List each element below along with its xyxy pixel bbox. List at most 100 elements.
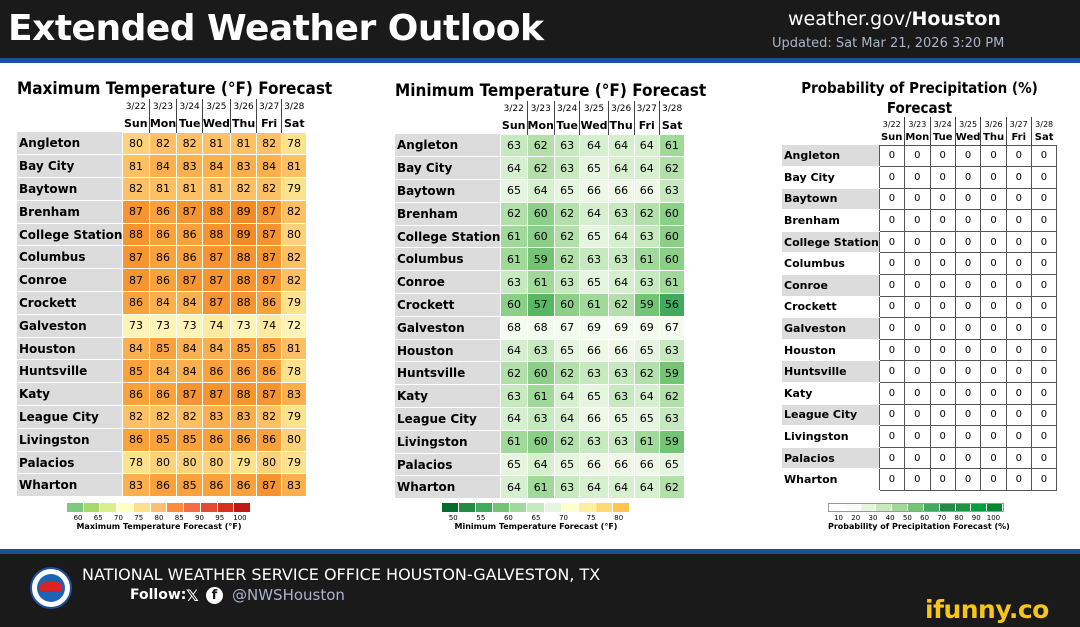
max-temp-table: 3/22 3/23 3/24 3/25 3/26 3/27 3/28 Sun Mon Tue Wed… <box>17 99 307 498</box>
table-row: Crockett 0 0 0 0 0 0 0 <box>782 295 1058 319</box>
value-cell: 0 <box>904 274 931 297</box>
city-name: Galveston <box>782 317 880 340</box>
colorbar-tick-label: 90 <box>195 514 204 522</box>
city-name: Wharton <box>782 468 880 491</box>
table-row: Galveston 68 68 67 69 69 69 67 <box>395 315 686 340</box>
date-header: 3/23 <box>526 101 555 117</box>
table-row: Wharton 64 61 63 64 64 64 62 <box>395 475 686 500</box>
colorbar-swatch <box>955 504 972 511</box>
colorbar-swatch <box>117 503 134 512</box>
value-cell: 86 <box>256 427 283 452</box>
value-cell: 0 <box>904 468 931 491</box>
value-cell: 0 <box>1030 230 1058 254</box>
value-cell: 0 <box>1005 230 1032 254</box>
value-cell: 62 <box>500 201 528 226</box>
city-name: Bay City <box>17 154 123 179</box>
value-cell: 0 <box>1005 360 1032 384</box>
value-cell: 85 <box>148 427 178 452</box>
table-row: Livingston 86 85 85 86 86 86 80 <box>17 427 307 452</box>
value-cell: 0 <box>1005 187 1032 211</box>
value-cell: 0 <box>904 144 931 168</box>
value-cell: 0 <box>954 360 982 384</box>
value-cell: 0 <box>954 274 982 297</box>
value-cell: 0 <box>980 360 1007 384</box>
value-cell: 0 <box>878 468 906 491</box>
value-cell: 82 <box>122 177 150 201</box>
value-cell: 62 <box>633 361 660 386</box>
value-cell: 0 <box>980 144 1007 168</box>
value-cell: 0 <box>1005 252 1032 276</box>
day-header: Fri <box>1005 131 1032 145</box>
precip-title-line1: Probability of Precipitation (%) <box>801 79 1038 97</box>
value-cell: 0 <box>878 144 906 168</box>
value-cell: 63 <box>553 270 581 295</box>
value-cell: 80 <box>256 450 283 475</box>
social-handle[interactable]: @NWSHouston <box>232 586 345 604</box>
table-row: Huntsville 85 84 84 86 86 86 78 <box>17 359 307 384</box>
city-name: Angleton <box>17 132 123 156</box>
colorbar-swatch <box>561 503 579 512</box>
follow-label: Follow: <box>130 587 187 603</box>
colorbar-swatch <box>860 504 877 511</box>
value-cell: 66 <box>607 338 635 363</box>
city-name: League City <box>782 404 880 427</box>
nws-logo-icon <box>30 567 72 609</box>
value-cell: 64 <box>553 384 581 409</box>
date-header: 3/22 <box>882 119 901 129</box>
value-cell: 65 <box>579 156 609 181</box>
value-cell: 87 <box>201 382 231 407</box>
value-cell: 83 <box>281 382 307 407</box>
site-link[interactable]: weather.gov/Houston <box>788 8 1001 30</box>
facebook-icon[interactable]: f <box>206 587 223 604</box>
value-cell: 80 <box>281 222 307 247</box>
value-cell: 0 <box>1005 295 1032 319</box>
value-cell: 62 <box>526 133 555 158</box>
colorbar-tick-label: 60 <box>920 514 930 522</box>
value-cell: 0 <box>980 468 1007 491</box>
value-cell: 62 <box>553 247 581 272</box>
value-cell: 64 <box>553 407 581 431</box>
colorbar-swatch <box>939 504 956 511</box>
max-temp-colorbar-label: Maximum Temperature Forecast (°F) <box>76 522 242 531</box>
colorbar-swatch <box>876 504 893 511</box>
value-cell: 63 <box>579 429 609 454</box>
table-row: Angleton 80 82 82 81 81 82 78 <box>17 131 307 156</box>
value-cell: 86 <box>148 473 178 498</box>
value-cell: 82 <box>281 245 307 270</box>
value-cell: 86 <box>148 222 178 247</box>
city-name: Conroe <box>395 270 501 295</box>
value-cell: 79 <box>281 177 307 201</box>
value-cell: 65 <box>607 407 635 431</box>
table-row: Houston 0 0 0 0 0 0 0 <box>782 338 1058 362</box>
table-row: Livingston 0 0 0 0 0 0 0 <box>782 425 1058 448</box>
day-header: Tue <box>553 117 580 134</box>
value-cell: 88 <box>229 245 258 270</box>
value-cell: 0 <box>904 382 931 405</box>
value-cell: 83 <box>122 473 150 498</box>
date-header: 3/23 <box>148 99 177 115</box>
value-cell: 0 <box>929 382 956 405</box>
value-cell: 63 <box>633 224 660 249</box>
value-cell: 60 <box>526 429 555 454</box>
date-header: 3/22 <box>125 102 146 112</box>
table-row: Houston 64 63 65 66 66 65 63 <box>395 338 686 363</box>
value-cell: 61 <box>500 429 528 454</box>
colorbar-tick-label: 60 <box>503 514 513 522</box>
min-temp-colorbar-ticks: 50 55 60 65 70 75 80 <box>442 512 630 522</box>
value-cell: 0 <box>904 446 931 470</box>
table-row: Brenham 0 0 0 0 0 0 0 <box>782 209 1058 232</box>
min-temp-colorbar-label: Minimum Temperature Forecast (°F) <box>454 522 618 531</box>
value-cell: 59 <box>658 361 686 386</box>
value-cell: 84 <box>148 291 178 315</box>
table-row: Crockett 60 57 60 61 62 59 56 <box>395 293 686 317</box>
value-cell: 0 <box>929 446 956 470</box>
date-header: 3/28 <box>658 101 685 117</box>
value-cell: 0 <box>980 425 1007 448</box>
value-cell: 0 <box>878 317 906 340</box>
value-cell: 86 <box>201 359 231 384</box>
value-cell: 0 <box>878 295 906 319</box>
value-cell: 59 <box>633 293 660 317</box>
x-icon[interactable]: 𝕏 <box>186 586 199 605</box>
value-cell: 86 <box>176 245 203 270</box>
city-name: Bay City <box>782 166 880 189</box>
